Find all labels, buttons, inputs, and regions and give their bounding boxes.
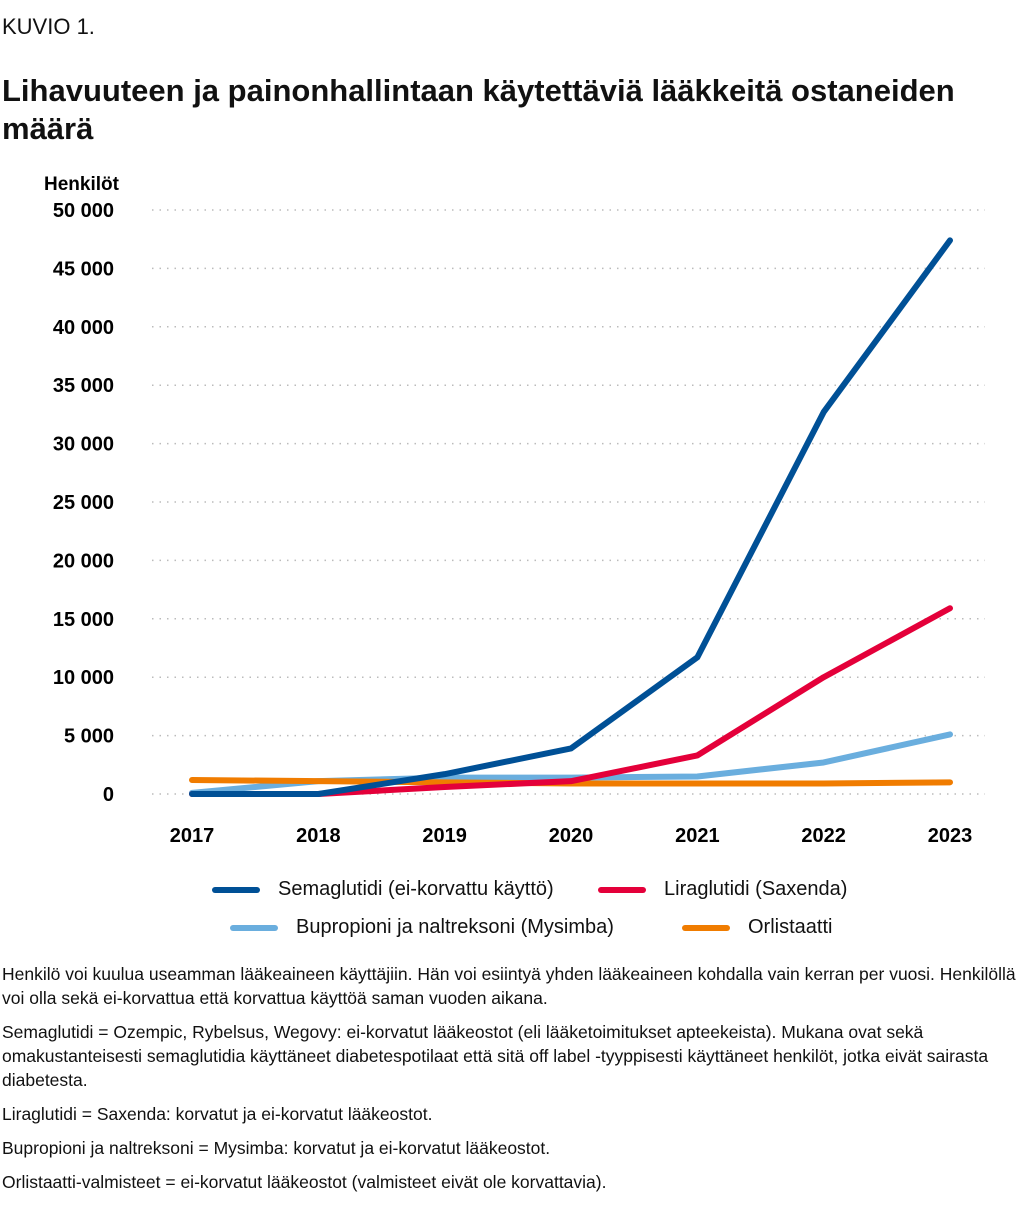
- x-tick-label: 2018: [296, 825, 341, 847]
- legend-item: Orlistaatti: [682, 916, 832, 939]
- y-tick-label: 45 000: [53, 258, 114, 280]
- note: Semaglutidi = Ozempic, Rybelsus, Wegovy:…: [2, 1022, 989, 1090]
- legend-label: Bupropioni ja naltreksoni (Mysimba): [296, 916, 614, 938]
- chart-title: Lihavuuteen ja painonhallintaan käytettä…: [2, 73, 955, 146]
- note: Liraglutidi = Saxenda: korvatut ja ei-ko…: [2, 1104, 433, 1124]
- figure-label: KUVIO 1.: [2, 14, 95, 39]
- y-tick-label: 15 000: [53, 609, 114, 631]
- y-tick-label: 35 000: [53, 375, 114, 397]
- legend-item: Semaglutidi (ei-korvattu käyttö): [212, 878, 554, 901]
- legend-item: Bupropioni ja naltreksoni (Mysimba): [230, 916, 614, 939]
- legend-label: Orlistaatti: [748, 916, 833, 938]
- line-chart: Henkilöt 0 5 000 10 000 15 000 20 000 25 000 30…: [44, 174, 985, 847]
- x-tick-label: 2019: [422, 825, 467, 847]
- y-tick-label: 20 000: [53, 550, 114, 572]
- y-tick-label: 40 000: [53, 317, 114, 339]
- x-tick-label: 2022: [801, 825, 846, 847]
- legend-swatch: [230, 924, 278, 931]
- x-tick-label: 2017: [170, 825, 215, 847]
- y-tick-label: 10 000: [53, 667, 114, 689]
- y-tick-label: 25 000: [53, 492, 114, 514]
- y-tick-label: 50 000: [53, 200, 114, 222]
- series-line: [189, 605, 953, 797]
- x-tick-label: 2021: [675, 825, 720, 847]
- legend-swatch: [682, 924, 730, 931]
- series-line: [189, 237, 953, 797]
- y-tick-label: 30 000: [53, 434, 114, 456]
- x-tick-label: 2020: [549, 825, 594, 847]
- legend-label: Liraglutidi (Saxenda): [664, 878, 848, 900]
- legend-label: Semaglutidi (ei-korvattu käyttö): [278, 878, 554, 900]
- y-axis-label: Henkilöt: [44, 174, 120, 195]
- x-tick-label: 2023: [928, 825, 973, 847]
- notes: Henkilö voi kuulua useamman lääkeaineen …: [2, 962, 1020, 1204]
- note: Bupropioni ja naltreksoni = Mysimba: kor…: [2, 1138, 551, 1158]
- y-tick-label: 5 000: [64, 726, 114, 748]
- y-tick-label: 0: [103, 784, 114, 806]
- note: Orlistaatti-valmisteet = ei-korvatut lää…: [2, 1172, 607, 1192]
- legend-swatch: [598, 886, 646, 893]
- legend-item: Liraglutidi (Saxenda): [598, 878, 847, 901]
- legend-swatch: [212, 886, 260, 893]
- note: Henkilö voi kuulua useamman lääkeaineen …: [2, 964, 1016, 1008]
